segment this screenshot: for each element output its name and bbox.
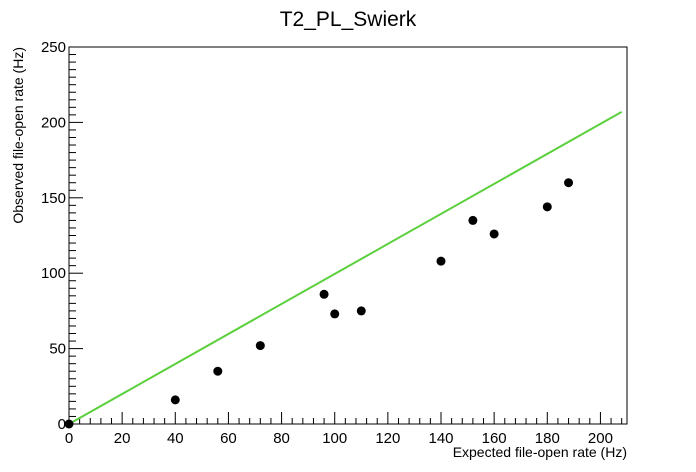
data-point	[542, 202, 552, 212]
x-tick-label: 40	[167, 430, 184, 447]
x-tick-label: 180	[535, 430, 560, 447]
y-tick-label: 100	[41, 265, 66, 282]
x-tick-label: 80	[273, 430, 290, 447]
data-point	[468, 215, 478, 225]
y-axis-label: Observed file-open rate (Hz)	[10, 47, 26, 224]
data-point	[319, 289, 329, 299]
x-tick-label: 20	[114, 430, 131, 447]
x-tick-label: 120	[375, 430, 400, 447]
x-tick-label: 140	[428, 430, 453, 447]
reference-lines	[68, 110, 623, 425]
data-point	[255, 341, 265, 351]
x-tick-label: 200	[588, 430, 613, 447]
data-point	[489, 229, 499, 239]
y-tick-label: 0	[58, 416, 66, 433]
x-tick-label: 100	[322, 430, 347, 447]
y-tick-label: 50	[49, 341, 66, 358]
x-tick-label: 60	[220, 430, 237, 447]
axis-ticks	[68, 46, 623, 425]
data-points	[64, 178, 574, 429]
data-point	[330, 309, 340, 319]
y-tick-label: 250	[41, 39, 66, 56]
chart-title: T2_PL_Swierk	[280, 8, 417, 31]
data-point	[64, 419, 74, 429]
data-point	[436, 256, 446, 266]
y-tick-label: 150	[41, 190, 66, 207]
data-point	[564, 178, 574, 188]
y-tick-label: 200	[41, 114, 66, 131]
x-tick-label: 160	[482, 430, 507, 447]
tick-labels: 0 20 40 60 80 100 120 140 160 180 200 0 50 100 150 200 2…	[41, 39, 613, 447]
plot-frame	[68, 46, 628, 425]
x-tick-label: 0	[65, 430, 73, 447]
data-point	[170, 395, 180, 405]
reference-line	[68, 110, 623, 425]
data-point	[213, 366, 223, 376]
x-axis-label: Expected file-open rate (Hz)	[453, 444, 627, 460]
data-point	[356, 306, 366, 316]
